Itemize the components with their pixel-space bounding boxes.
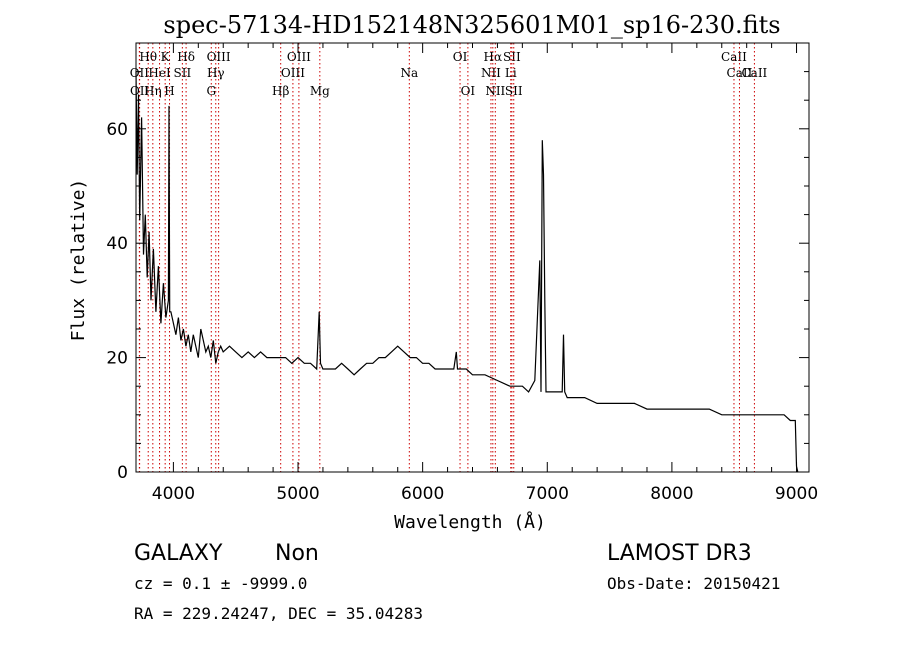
line-marker-label: OIII: [207, 50, 231, 64]
survey-label: LAMOST DR3: [607, 541, 752, 566]
line-marker-label: OI: [461, 84, 476, 98]
line-marker-label: Hβ: [272, 84, 289, 98]
x-tick-label: 5000: [276, 484, 319, 504]
line-marker-label: OII: [130, 66, 150, 80]
line-marker-label: Hθ: [139, 50, 157, 64]
x-axis-label: Wavelength (Å): [394, 511, 546, 533]
line-marker-label: Hα: [484, 50, 503, 64]
y-tick-label: 0: [117, 463, 128, 483]
line-marker-label: K: [161, 50, 171, 64]
y-tick-label: 60: [106, 120, 128, 140]
line-marker-label: G: [206, 84, 216, 98]
plot-area: [135, 71, 799, 473]
line-marker-label: CaII: [721, 50, 747, 64]
line-marker-label: NII: [485, 84, 505, 98]
x-tick-label: 4000: [152, 484, 195, 504]
axes: 4000 5000 6000 7000 8000 9000 0 20 40 60: [106, 42, 818, 504]
line-marker-label: SII: [505, 84, 523, 98]
y-axis-label: Flux (relative): [68, 179, 89, 342]
line-marker-label: Mg: [310, 84, 330, 98]
line-marker-label: OI: [453, 50, 468, 64]
spectrum-line-0: [135, 71, 799, 473]
line-marker-label: H: [164, 84, 174, 98]
obs-date-label: Obs-Date: 20150421: [607, 574, 780, 593]
line-marker-label: SII: [174, 66, 192, 80]
x-tick-label: 8000: [650, 484, 693, 504]
x-tick-label: 7000: [526, 484, 569, 504]
line-marker-label: Hγ: [207, 66, 225, 80]
line-marker-label: SII: [503, 50, 521, 64]
line-marker-label: Hδ: [177, 50, 195, 64]
class-label: GALAXY: [134, 541, 223, 566]
line-marker-label: HeI: [148, 66, 171, 80]
line-marker-label: NII: [481, 66, 501, 80]
line-marker-label: Li: [505, 66, 517, 80]
y-tick-label: 40: [106, 234, 128, 254]
line-marker-label: OII: [130, 84, 150, 98]
line-marker-label: OIII: [287, 50, 311, 64]
y-tick-label: 20: [106, 349, 128, 369]
x-tick-label: 6000: [401, 484, 444, 504]
line-marker-label: Hη: [144, 84, 162, 98]
line-marker-label: CaII: [741, 66, 767, 80]
subclass-label: Non: [275, 541, 319, 566]
x-tick-label: 9000: [775, 484, 818, 504]
line-marker-label: CaII: [727, 66, 753, 80]
coordinates-label: RA = 229.24247, DEC = 35.04283: [134, 604, 423, 623]
line-marker-label: Na: [400, 66, 418, 80]
line-markers: OII OII Hθ Hη HeI K H Hδ SII Hγ G OIII Hβ OIII OIII Mg N…: [130, 43, 768, 472]
chart-title: spec-57134-HD152148N325601M01_sp16-230.f…: [163, 11, 780, 39]
plot-frame: [135, 42, 810, 473]
redshift-label: cz = 0.1 ± -9999.0: [134, 574, 307, 593]
line-marker-label: OIII: [281, 66, 305, 80]
